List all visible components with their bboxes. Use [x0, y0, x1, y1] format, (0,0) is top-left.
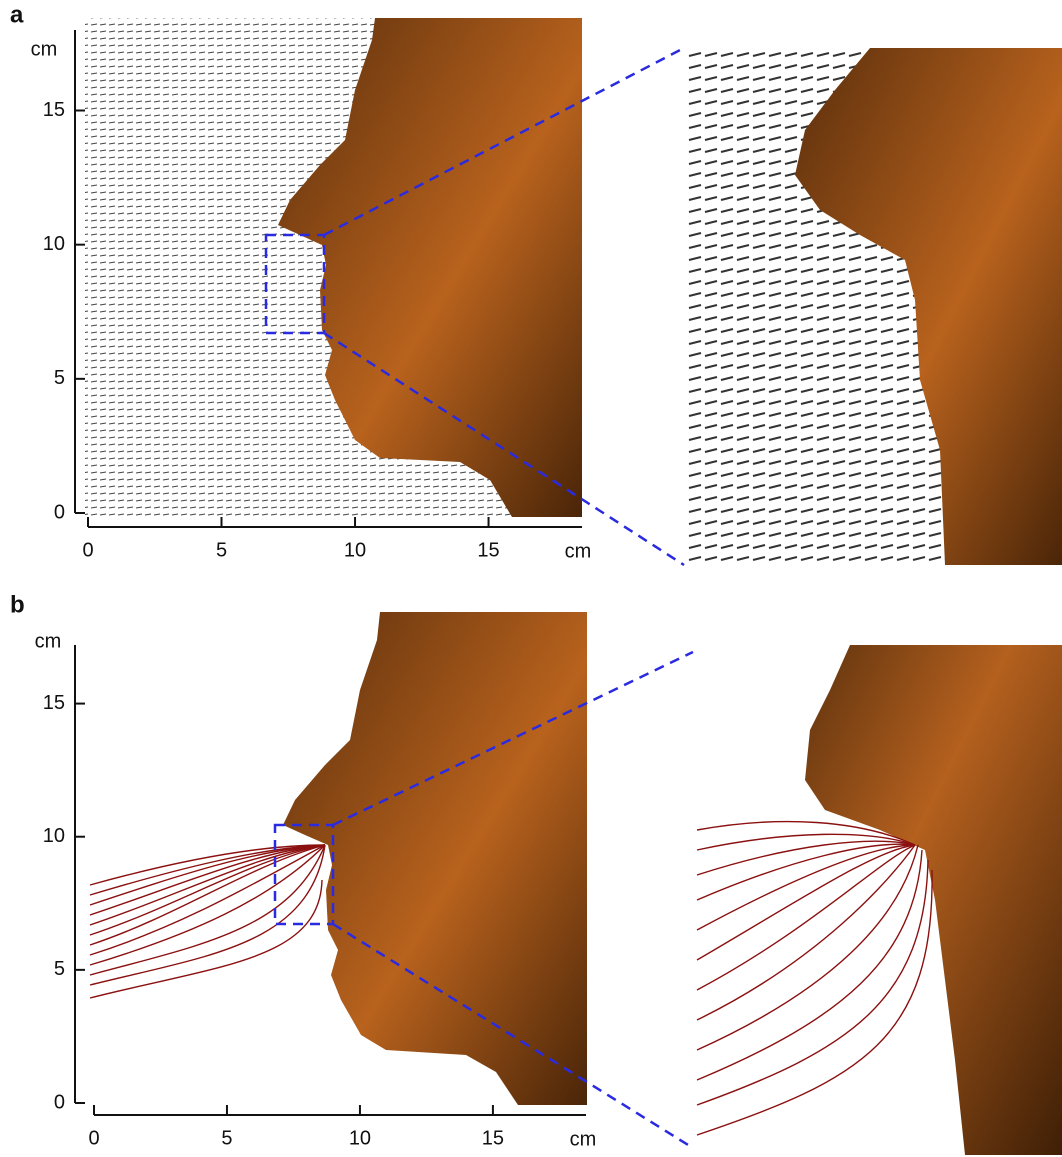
y-axis-label: cm [35, 630, 62, 652]
y-tick-label: 5 [54, 367, 65, 389]
zoom-line [332, 650, 694, 827]
y-tick-label: 10 [43, 233, 65, 255]
streamlines [89, 844, 326, 999]
x-tick-label: 5 [216, 539, 227, 561]
panel-label: a [10, 1, 24, 28]
y-tick-label: 0 [54, 501, 65, 523]
y-axis-label: cm [31, 38, 58, 60]
zoom-box [264, 233, 326, 335]
zoom-box [273, 823, 335, 926]
x-axis-label: cm [565, 540, 592, 562]
x-tick-label: 10 [349, 1127, 371, 1149]
zoom-line [323, 331, 685, 567]
face-zoom [795, 48, 1062, 565]
y-tick-label: 0 [54, 1091, 65, 1113]
face [283, 612, 587, 1105]
face-zoom [805, 645, 1062, 1155]
y-tick-label: 15 [43, 99, 65, 121]
streamlines-zoom [696, 820, 933, 1136]
panel-label: b [10, 591, 25, 618]
zoom-line [332, 922, 694, 1150]
y-tick-label: 10 [43, 825, 65, 847]
face [278, 18, 582, 517]
x-tick-label: 5 [221, 1127, 232, 1149]
x-axis-label: cm [570, 1128, 597, 1150]
y-tick-label: 15 [43, 692, 65, 714]
y-tick-label: 5 [54, 958, 65, 980]
x-tick-label: 10 [344, 539, 366, 561]
x-tick-label: 0 [82, 539, 93, 561]
x-tick-label: 0 [88, 1127, 99, 1149]
x-tick-label: 15 [482, 1127, 504, 1149]
x-tick-label: 15 [477, 539, 499, 561]
